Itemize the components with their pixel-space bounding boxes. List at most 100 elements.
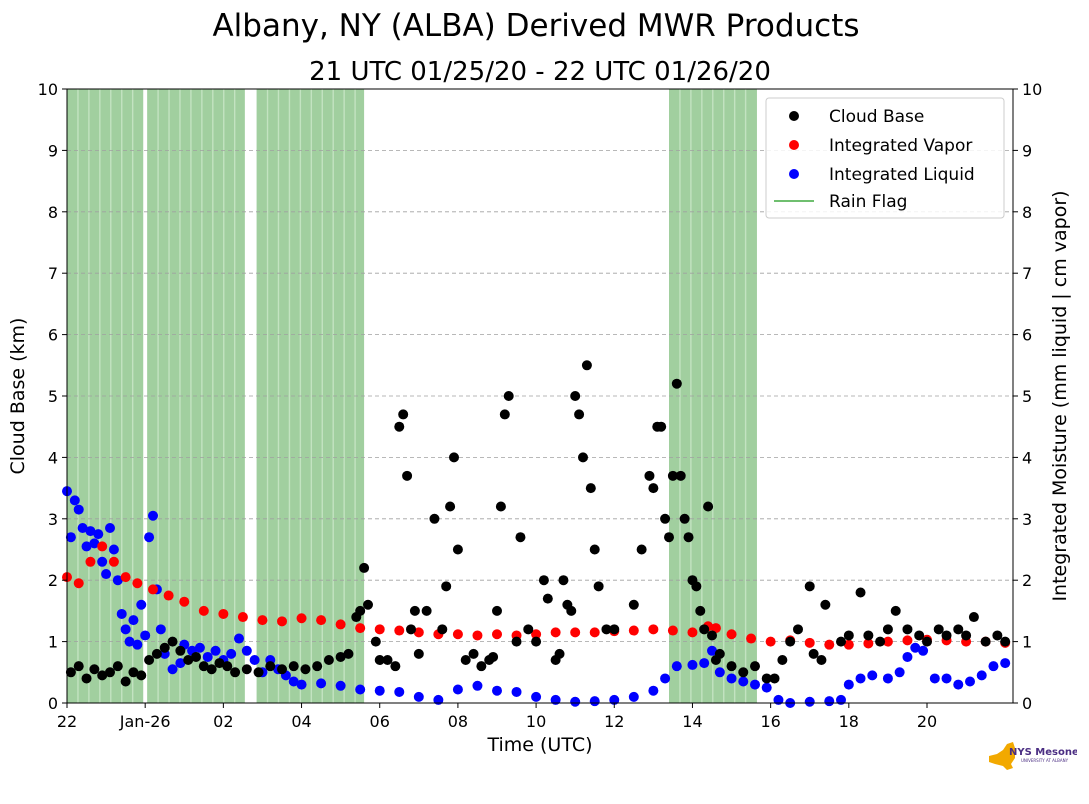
cloud-base-point [363,599,373,610]
nys-mesonet-logo: NYS Mesonet UNIVERSITY AT ALBANY [989,742,1077,770]
integrated-vapor-point [148,584,158,595]
integrated-liquid-point [750,679,760,690]
integrated-liquid-point [648,685,659,696]
integrated-liquid-point [97,556,108,567]
integrated-liquid-point [296,679,307,690]
cloud-base-point [449,452,459,463]
cloud-base-point [769,673,780,684]
integrated-vapor-point [85,556,96,567]
rain-flag-band [256,89,365,703]
integrated-liquid-point [73,504,84,515]
cloud-base-point [531,636,542,647]
integrated-liquid-point [85,526,96,537]
integrated-liquid-point [929,673,940,684]
cloud-base-point [570,391,581,401]
cloud-base-point [413,648,424,659]
integrated-liquid-point [953,679,964,690]
y-tick-label-left: 5 [48,387,58,406]
integrated-liquid-point [101,569,112,580]
cloud-base-point [855,587,866,598]
integrated-liquid-point [316,678,327,689]
cloud-base-point [820,599,831,610]
cloud-base-point [836,636,846,647]
series-layer [62,360,1011,708]
cloud-base-point [558,575,569,586]
integrated-liquid-point [531,691,542,702]
integrated-liquid-point [472,680,483,691]
cloud-base-point [738,667,749,678]
integrated-liquid-point [707,645,717,656]
integrated-vapor-point [394,625,405,636]
cloud-base-point [961,630,972,641]
integrated-vapor-point [120,572,131,583]
x-axis-label: Time (UTC) [486,734,592,756]
x-tick-label: 14 [682,712,702,731]
integrated-vapor-point [452,629,463,640]
integrated-liquid-point [288,676,299,687]
integrated-vapor-point [628,625,639,636]
integrated-vapor-point [97,541,108,552]
cloud-base-point [421,605,432,616]
integrated-liquid-point [836,694,846,705]
y-tick-label-left: 9 [48,141,58,160]
cloud-base-point [241,664,252,675]
cloud-base-point [151,648,162,659]
integrated-liquid-point [105,523,115,534]
y-tick-label-right: 7 [1022,264,1032,283]
logo-subtext: UNIVERSITY AT ALBANY [1021,758,1069,763]
integrated-vapor-point [472,630,483,641]
ny-state-icon [989,742,1015,770]
y-tick-label-left: 4 [48,448,58,467]
cloud-base-point [97,670,108,681]
cloud-base-point [73,661,84,672]
cloud-base-point [89,664,100,675]
x-tick-label: 04 [291,712,311,731]
integrated-liquid-point [355,684,366,695]
integrated-liquid-point [128,615,139,626]
cloud-base-point [128,667,139,678]
cloud-base-point [793,624,803,635]
integrated-vapor-point [843,639,854,650]
cloud-base-point [394,421,405,432]
cloud-base-point [542,593,553,604]
cloud-base-point [578,452,588,463]
cloud-base-point [222,661,233,672]
cloud-base-point [343,648,354,659]
y-tick-label-left: 8 [48,203,58,222]
cloud-base-point [863,630,874,641]
logo-text: NYS Mesonet [1009,747,1077,758]
cloud-base-point [452,544,463,555]
cloud-base-point [648,483,659,494]
integrated-liquid-point [394,686,405,697]
y-tick-label-right: 1 [1022,633,1032,652]
x-tick-label: 08 [448,712,468,731]
y-tick-label-right: 2 [1022,571,1032,590]
y-tick-label-left: 10 [38,80,58,99]
cloud-base-point [253,667,264,678]
cloud-base-point [445,501,456,512]
cloud-base-point [714,648,725,659]
cloud-base-point [882,624,893,635]
cloud-base-point [843,630,854,641]
integrated-liquid-point [965,676,975,687]
integrated-liquid-point [867,670,878,681]
cloud-base-point [574,409,585,420]
integrated-vapor-point [198,605,209,616]
integrated-liquid-point [726,673,737,684]
y-tick-label-right: 4 [1022,448,1032,467]
integrated-liquid-point [202,651,213,662]
integrated-liquid-point [140,630,151,641]
chart-subtitle: 21 UTC 01/25/20 - 22 UTC 01/26/20 [309,57,771,87]
cloud-base-point [355,605,366,616]
cloud-base-point [523,624,534,635]
integrated-liquid-point [241,645,252,656]
integrated-liquid-point [93,529,104,540]
integrated-vapor-point [726,629,737,640]
cloud-base-point [65,667,76,678]
x-tick-label: 10 [526,712,546,731]
y-tick-label-left: 1 [48,633,58,652]
cloud-base-point [875,636,886,647]
integrated-liquid-point [773,694,784,705]
cloud-base-point [312,661,323,672]
cloud-base-point [585,483,596,494]
